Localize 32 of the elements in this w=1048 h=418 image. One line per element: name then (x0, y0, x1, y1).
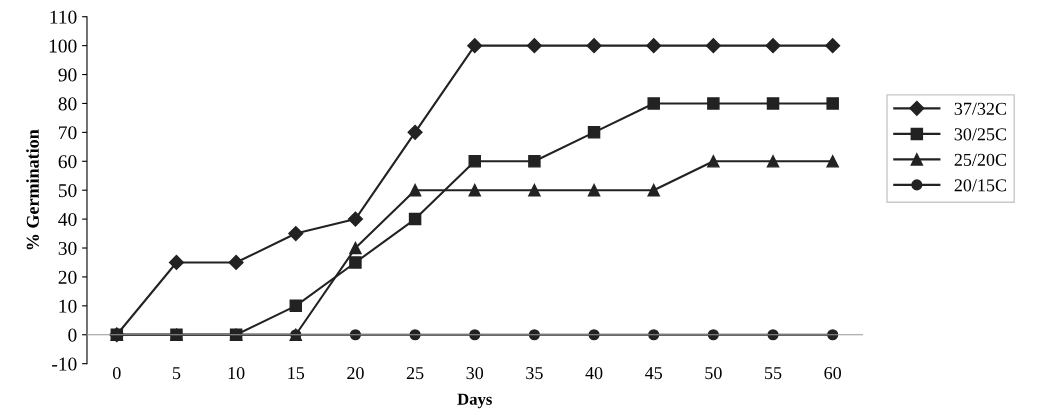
y-tick-label: 50 (58, 184, 77, 198)
y-tick-label: 80 (58, 97, 77, 111)
y-tick-label: 110 (50, 10, 77, 24)
y-tick-label: 0 (68, 328, 77, 342)
x-tick-label: 0 (112, 366, 121, 380)
y-tick-label: -10 (52, 357, 77, 371)
legend-label: 20/15C (954, 179, 1007, 192)
y-axis-title: % Germination (26, 129, 39, 250)
y-tick-label: 70 (59, 126, 77, 140)
y-tick-label: 60 (58, 155, 77, 169)
legend-label: 25/20C (954, 153, 1007, 166)
y-tick-label: 20 (58, 270, 77, 284)
x-tick-label: 30 (466, 366, 484, 380)
x-tick-label: 35 (526, 367, 543, 380)
x-tick-label: 50 (705, 366, 722, 380)
legend-label: 37/32C (954, 102, 1007, 115)
x-tick-label: 5 (173, 367, 181, 380)
x-tick-label: 25 (406, 367, 424, 380)
legend-label: 30/25C (954, 128, 1007, 141)
x-tick-label: 15 (288, 367, 305, 380)
x-tick-label: 10 (228, 366, 245, 380)
x-tick-label: 60 (824, 366, 842, 380)
x-tick-label: 40 (585, 366, 603, 380)
y-tick-label: 100 (49, 39, 77, 53)
x-tick-label: 20 (347, 366, 364, 380)
x-tick-label: 45 (645, 367, 663, 380)
x-axis-title: Days (457, 393, 492, 409)
x-tick-label: 55 (765, 367, 782, 380)
y-tick-label: 30 (58, 241, 77, 255)
y-tick-label: 40 (58, 212, 77, 227)
y-tick-label: 90 (58, 68, 77, 82)
y-tick-label: 10 (59, 299, 77, 313)
